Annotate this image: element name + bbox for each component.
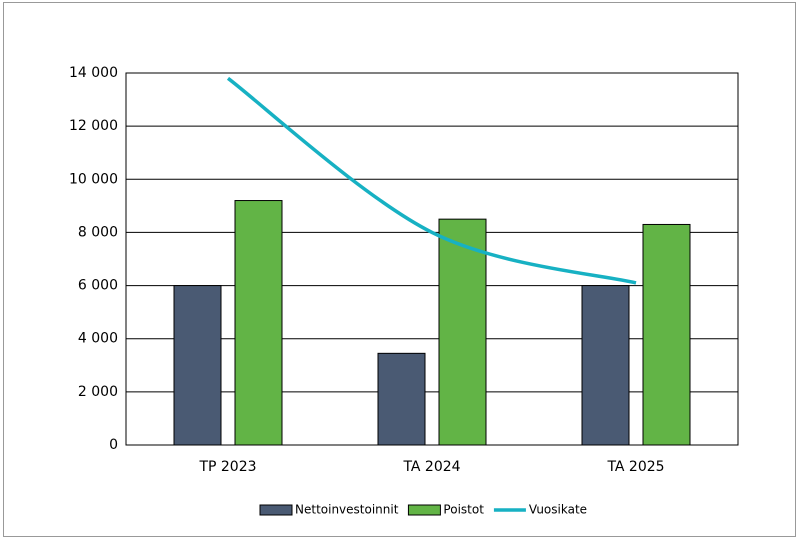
legend-label: Vuosikate	[529, 503, 587, 517]
y-tick-label: 2 000	[78, 384, 118, 400]
y-tick-label: 10 000	[69, 171, 118, 187]
y-tick-label: 4 000	[78, 331, 118, 347]
legend-swatch	[259, 504, 293, 516]
bar	[642, 223, 691, 446]
y-tick-label: 6 000	[78, 278, 118, 294]
bar	[234, 200, 283, 446]
y-tick-label: 14 000	[69, 65, 118, 81]
x-tick-label: TA 2024	[402, 459, 460, 475]
y-tick-label: 0	[109, 437, 118, 453]
legend-label: Nettoinvestoinnit	[295, 503, 399, 517]
legend-label: Poistot	[443, 503, 484, 517]
plot-border	[125, 72, 739, 446]
bar	[173, 285, 222, 446]
y-tick-label: 12 000	[69, 118, 118, 134]
x-tick-label: TA 2025	[606, 459, 664, 475]
bar	[438, 218, 487, 446]
bar	[581, 285, 630, 446]
line	[226, 76, 637, 285]
bar	[377, 352, 426, 446]
y-tick-label: 8 000	[78, 224, 118, 240]
x-tick-label: TP 2023	[198, 459, 256, 475]
legend-swatch	[407, 504, 441, 516]
